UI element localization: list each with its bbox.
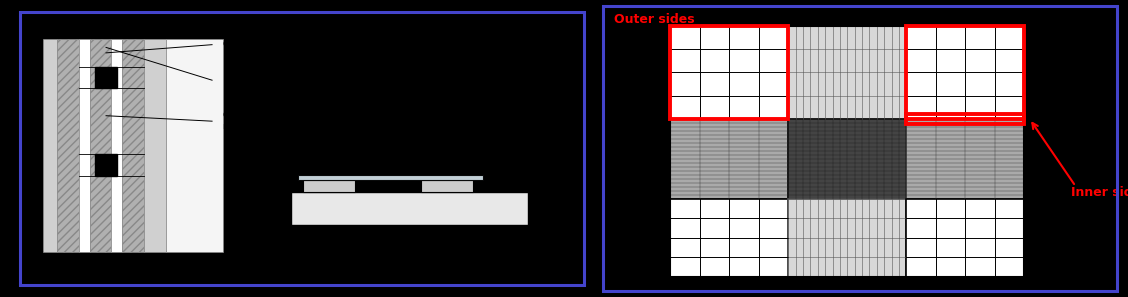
Bar xyxy=(906,119,1024,199)
Bar xyxy=(112,39,122,252)
Text: CORNER
SQUARE: CORNER SQUARE xyxy=(1081,61,1128,83)
Bar xyxy=(670,119,788,199)
Bar xyxy=(90,39,112,252)
Bar xyxy=(788,26,906,119)
Bar xyxy=(79,39,90,252)
Bar xyxy=(788,199,906,277)
Bar xyxy=(906,199,1024,277)
Text: Inner sides: Inner sides xyxy=(1070,186,1128,198)
Bar xyxy=(43,39,223,252)
Bar xyxy=(43,39,58,252)
Bar xyxy=(58,39,79,252)
Bar xyxy=(906,26,1024,119)
Bar xyxy=(788,119,906,199)
Text: 0.1 mm sample
depth: 0.1 mm sample depth xyxy=(420,122,490,142)
Bar xyxy=(906,26,1024,119)
Text: Outer sides: Outer sides xyxy=(614,13,695,26)
Bar xyxy=(906,114,1024,124)
Text: Sample introduction point: Sample introduction point xyxy=(54,20,173,29)
Bar xyxy=(670,26,788,119)
Bar xyxy=(122,39,144,252)
Bar xyxy=(95,154,117,176)
Text: 1 mm: 1 mm xyxy=(949,0,981,6)
Bar xyxy=(302,180,355,192)
Bar xyxy=(670,26,1024,277)
Bar xyxy=(670,26,788,119)
Bar xyxy=(144,39,166,252)
Text: Cover glass: Cover glass xyxy=(223,40,276,49)
Text: Counting
chambers: Counting chambers xyxy=(223,70,268,90)
Bar xyxy=(291,192,528,225)
Bar xyxy=(421,180,474,192)
Bar xyxy=(670,199,788,277)
Bar xyxy=(298,175,483,180)
Bar xyxy=(166,39,223,252)
Text: Cover glass
mounting support: Cover glass mounting support xyxy=(223,111,305,131)
Text: 1 mm: 1 mm xyxy=(1050,67,1082,77)
Bar xyxy=(95,67,117,89)
